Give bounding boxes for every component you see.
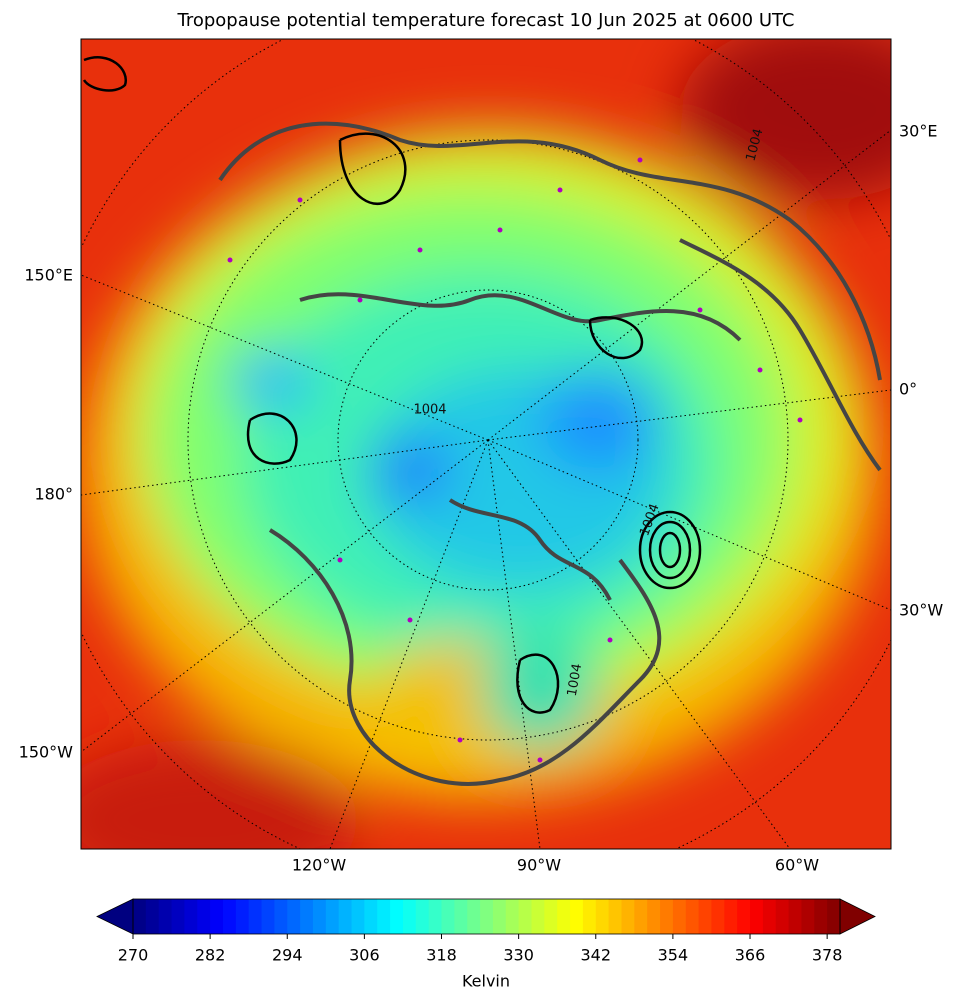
colorbar-step bbox=[428, 899, 443, 934]
contour-label: 1004 bbox=[565, 662, 586, 697]
lon-label: 120°W bbox=[292, 856, 347, 875]
colorbar-step bbox=[647, 899, 661, 934]
colorbar-step bbox=[711, 899, 725, 934]
colorbar-step bbox=[210, 899, 224, 934]
colorbar-tick-label: 354 bbox=[658, 946, 689, 965]
colorbar-step bbox=[235, 899, 250, 934]
colorbar-step bbox=[608, 899, 623, 934]
colorbar-step bbox=[415, 899, 430, 934]
lon-label: 30°W bbox=[899, 601, 943, 620]
colorbar-step bbox=[312, 899, 327, 934]
colorbar-step bbox=[775, 899, 790, 934]
lon-label: 90°W bbox=[517, 856, 561, 875]
colorbar-step bbox=[557, 899, 571, 934]
colorbar-step bbox=[274, 899, 288, 934]
title: Tropopause potential temperature forecas… bbox=[176, 10, 794, 31]
colorbar-step bbox=[197, 899, 211, 934]
colorbar-step bbox=[814, 899, 828, 934]
colorbar-step bbox=[595, 899, 610, 934]
colorbar-step bbox=[544, 899, 558, 934]
colorbar-step bbox=[222, 899, 237, 934]
colorbar-step bbox=[300, 899, 314, 934]
colorbar-step bbox=[338, 899, 353, 934]
colorbar-extend bbox=[96, 898, 134, 935]
colorbar-step bbox=[467, 899, 481, 934]
colorbar: 270 282 294 306 318 330 342 354 366 378 bbox=[96, 898, 876, 965]
colorbar-step bbox=[377, 899, 391, 934]
colorbar-step bbox=[248, 899, 263, 934]
colorbar-frame bbox=[132, 898, 841, 935]
colorbar-step bbox=[750, 899, 764, 934]
contour-label: 1004 bbox=[413, 403, 446, 418]
colorbar-step bbox=[505, 899, 520, 934]
colorbar-step bbox=[737, 899, 751, 934]
map-frame bbox=[80, 38, 892, 850]
colorbar-tick-label: 282 bbox=[195, 946, 226, 965]
lon-label: 30°E bbox=[899, 122, 937, 141]
colorbar-step bbox=[390, 899, 404, 934]
colorbar-tick-label: 378 bbox=[812, 946, 843, 965]
colorbar-tick-label: 270 bbox=[118, 946, 149, 965]
lon-label: 180° bbox=[34, 485, 73, 504]
colorbar-step bbox=[145, 899, 160, 934]
colorbar-step bbox=[454, 899, 468, 934]
colorbar-label: Kelvin bbox=[462, 972, 510, 991]
colorbar-tick-label: 330 bbox=[503, 946, 534, 965]
colorbar-extend bbox=[839, 898, 876, 935]
colorbar-step bbox=[762, 899, 777, 934]
colorbar-step bbox=[582, 899, 597, 934]
colorbar-step bbox=[698, 899, 713, 934]
colorbar-step bbox=[660, 899, 674, 934]
colorbar-step bbox=[801, 899, 815, 934]
colorbar-tick-label: 294 bbox=[272, 946, 303, 965]
colorbar-step bbox=[325, 899, 340, 934]
colorbar-step bbox=[685, 899, 700, 934]
colorbar-step bbox=[364, 899, 378, 934]
colorbar-step bbox=[621, 899, 635, 934]
colorbar-tick-label: 318 bbox=[426, 946, 457, 965]
colorbar-step bbox=[492, 899, 507, 934]
lon-label: 150°W bbox=[19, 743, 74, 762]
colorbar-step bbox=[184, 899, 198, 934]
colorbar-tick-label: 342 bbox=[580, 946, 611, 965]
colorbar-tick-label: 306 bbox=[349, 946, 380, 965]
colorbar-step bbox=[480, 899, 494, 934]
lon-label: 60°W bbox=[775, 856, 819, 875]
colorbar-step bbox=[171, 899, 186, 934]
lon-label: 150°E bbox=[24, 266, 73, 285]
colorbar-step bbox=[531, 899, 545, 934]
colorbar-tick-label: 366 bbox=[735, 946, 766, 965]
colorbar-step bbox=[351, 899, 365, 934]
colorbar-step bbox=[788, 899, 803, 934]
colorbar-step bbox=[672, 899, 687, 934]
lon-label: 0° bbox=[899, 380, 917, 399]
colorbar-step bbox=[724, 899, 738, 934]
colorbar-step bbox=[133, 899, 147, 934]
colorbar-step bbox=[402, 899, 417, 934]
colorbar-step bbox=[634, 899, 648, 934]
colorbar-step bbox=[441, 899, 455, 934]
colorbar-step bbox=[287, 899, 301, 934]
colorbar-step bbox=[158, 899, 173, 934]
colorbar-step bbox=[827, 899, 841, 934]
colorbar-step bbox=[518, 899, 533, 934]
colorbar-step bbox=[570, 899, 584, 934]
colorbar-step bbox=[261, 899, 275, 934]
